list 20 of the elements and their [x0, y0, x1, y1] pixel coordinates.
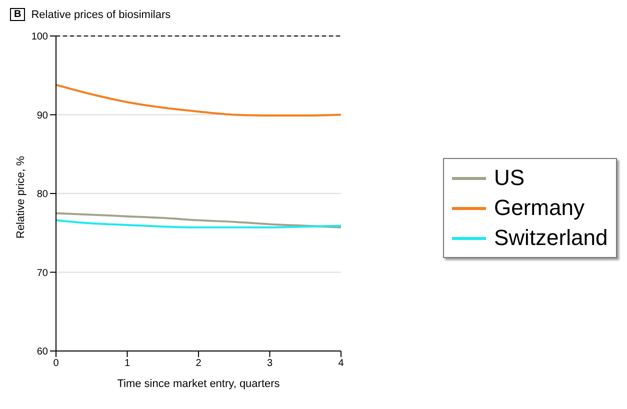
line-series [56, 219, 341, 228]
x-axis-title: Time since market entry, quarters [117, 378, 280, 390]
y-tick-label: 100 [31, 32, 48, 43]
x-tick-label: 0 [53, 358, 60, 370]
line-series [56, 84, 341, 117]
chart-title: Relative prices of biosimilars [31, 8, 171, 20]
text: B [10, 8, 26, 21]
y-tick-label: 80 [36, 189, 48, 200]
y-tick-label: 70 [36, 268, 48, 279]
y-axis-title: Relative price, % [14, 156, 27, 238]
legend-label: US [494, 164, 525, 192]
legend-label: Switzerland [494, 224, 608, 252]
legend-label: Germany [494, 194, 584, 222]
x-tick-label: 2 [196, 358, 202, 370]
y-tick-label: 60 [36, 346, 48, 358]
line-series [56, 212, 341, 228]
x-tick-label: 1 [124, 358, 130, 370]
x-tick-label: 3 [266, 358, 273, 370]
y-tick-label: 90 [36, 110, 48, 122]
x-tick-label: 4 [338, 358, 344, 370]
